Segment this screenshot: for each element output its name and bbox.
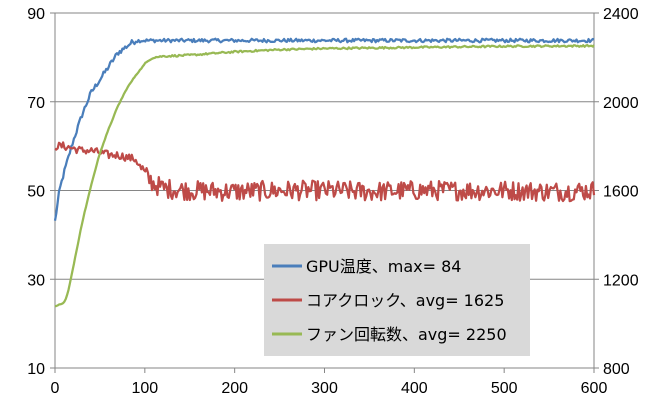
y2-tick-label-2000: 2000 bbox=[603, 95, 639, 112]
series-line-0 bbox=[53, 37, 595, 221]
x-tick-label-100: 100 bbox=[131, 380, 158, 397]
y2-tick-label-1600: 1600 bbox=[603, 184, 639, 201]
x-tick-label-600: 600 bbox=[581, 380, 608, 397]
series-line-2 bbox=[54, 43, 595, 308]
series-lines bbox=[53, 37, 596, 308]
y2-tick-label-800: 800 bbox=[603, 361, 630, 378]
x-tick-label-0: 0 bbox=[51, 380, 60, 397]
legend-entry-0: GPU温度、max= 84 bbox=[306, 257, 461, 276]
x-tick-label-300: 300 bbox=[311, 380, 338, 397]
legend-box bbox=[264, 244, 530, 356]
legend: GPU温度、max= 84 コアクロック、avg= 1625 ファン回転数、avg=… bbox=[264, 244, 530, 356]
y2-tick-label-1200: 1200 bbox=[603, 272, 639, 289]
gridlines bbox=[55, 12, 594, 280]
x-tick-label-400: 400 bbox=[401, 380, 428, 397]
tick-labels: 0 100 200 300 400 500 600 10 30 50 70 90 800 1200 1600… bbox=[27, 6, 638, 397]
y-tick-label-70: 70 bbox=[27, 95, 45, 112]
legend-entry-1: コアクロック、avg= 1625 bbox=[306, 291, 504, 310]
y2-tick-label-2400: 2400 bbox=[603, 6, 639, 23]
series-line-1 bbox=[54, 141, 596, 203]
y-tick-label-10: 10 bbox=[27, 361, 45, 378]
legend-entry-2: ファン回転数、avg= 2250 bbox=[306, 325, 507, 344]
x-tick-label-200: 200 bbox=[221, 380, 248, 397]
x-tick-label-500: 500 bbox=[491, 380, 518, 397]
y-tick-label-90: 90 bbox=[27, 6, 45, 23]
y-tick-label-30: 30 bbox=[27, 272, 45, 289]
y-tick-label-50: 50 bbox=[27, 184, 45, 201]
